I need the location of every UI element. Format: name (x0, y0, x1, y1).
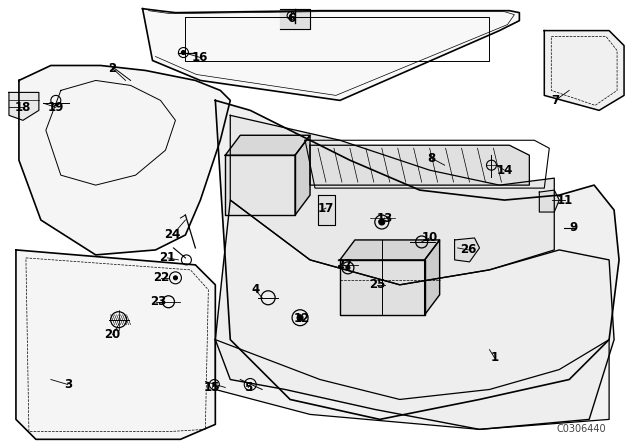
Polygon shape (544, 30, 624, 110)
Text: 24: 24 (164, 228, 180, 241)
Polygon shape (9, 92, 39, 121)
Polygon shape (230, 115, 554, 285)
Text: 13: 13 (377, 211, 393, 224)
Circle shape (346, 266, 350, 270)
Circle shape (173, 276, 177, 280)
Circle shape (379, 219, 385, 225)
Text: 20: 20 (104, 328, 121, 341)
Text: 19: 19 (47, 101, 64, 114)
Text: 18: 18 (15, 101, 31, 114)
Text: 12: 12 (294, 312, 310, 325)
Polygon shape (19, 65, 230, 255)
Text: 17: 17 (318, 202, 334, 215)
Polygon shape (225, 135, 310, 155)
Text: 25: 25 (369, 278, 385, 291)
Text: 21: 21 (159, 251, 175, 264)
Polygon shape (225, 155, 295, 215)
Text: C0306440: C0306440 (556, 424, 606, 435)
Text: 22: 22 (154, 271, 170, 284)
Text: 4: 4 (251, 283, 259, 296)
Text: 26: 26 (460, 243, 477, 256)
Polygon shape (310, 145, 529, 185)
Text: 15: 15 (204, 381, 221, 394)
Polygon shape (540, 190, 559, 212)
Polygon shape (318, 195, 335, 225)
Text: 6: 6 (287, 12, 295, 25)
Polygon shape (215, 200, 614, 429)
Polygon shape (454, 238, 479, 262)
Text: 7: 7 (551, 94, 559, 107)
Polygon shape (295, 135, 310, 215)
Polygon shape (425, 240, 440, 314)
Text: 11: 11 (557, 194, 573, 207)
Text: 8: 8 (428, 152, 436, 165)
Polygon shape (215, 340, 609, 429)
Text: 1: 1 (490, 351, 499, 364)
Text: 27: 27 (336, 258, 352, 271)
Polygon shape (280, 9, 310, 29)
Text: 2: 2 (109, 62, 116, 75)
Polygon shape (143, 9, 520, 100)
Text: 16: 16 (192, 51, 209, 64)
Text: 10: 10 (422, 232, 438, 245)
Polygon shape (340, 240, 440, 260)
Circle shape (181, 51, 186, 55)
Text: 14: 14 (496, 164, 513, 177)
Text: 5: 5 (244, 381, 252, 394)
Text: 9: 9 (569, 221, 577, 234)
Text: 23: 23 (150, 295, 166, 308)
Polygon shape (340, 260, 425, 314)
Polygon shape (215, 100, 619, 419)
Circle shape (297, 314, 303, 321)
Polygon shape (16, 250, 215, 439)
Text: 3: 3 (64, 378, 72, 391)
